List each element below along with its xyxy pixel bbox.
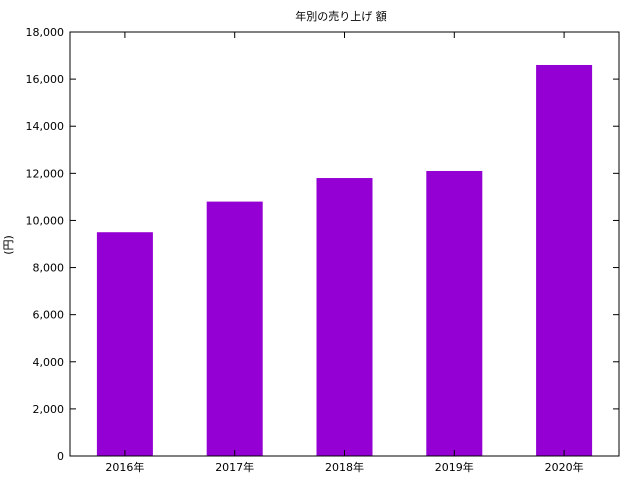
y-tick-label: 2,000 — [33, 403, 65, 416]
chart-title: 年別の売り上げ 額 — [295, 9, 387, 23]
y-tick-label: 12,000 — [26, 167, 65, 180]
bars-group — [96, 64, 593, 457]
x-tick-label: 2018年 — [325, 460, 364, 474]
y-axis-ticks: 0 2,000 4,000 6,000 8,000 10,000 12,000 14,000 1… — [26, 26, 619, 463]
y-tick-label: 14,000 — [26, 120, 65, 133]
bar-2019年 — [426, 170, 483, 457]
y-tick-label: 4,000 — [33, 356, 65, 369]
bar-2018年 — [316, 178, 373, 457]
y-axis-label: (円) — [2, 235, 15, 255]
y-tick-label: 18,000 — [26, 26, 65, 39]
y-tick-label: 8,000 — [33, 262, 65, 275]
bar-2020年 — [536, 64, 593, 456]
x-tick-label: 2020年 — [545, 460, 584, 474]
y-tick-label: 16,000 — [26, 73, 65, 86]
x-axis-ticks: 2016年 2017年 2018年 2019年 2020年 — [105, 32, 584, 474]
bar-2017年 — [206, 201, 263, 456]
x-tick-label: 2017年 — [215, 460, 254, 474]
y-tick-label: 0 — [57, 450, 64, 463]
x-tick-label: 2016年 — [105, 460, 144, 474]
y-tick-label: 6,000 — [33, 309, 65, 322]
x-tick-label: 2019年 — [435, 460, 474, 474]
y-tick-label: 10,000 — [26, 214, 65, 227]
bar-2016年 — [96, 232, 153, 456]
